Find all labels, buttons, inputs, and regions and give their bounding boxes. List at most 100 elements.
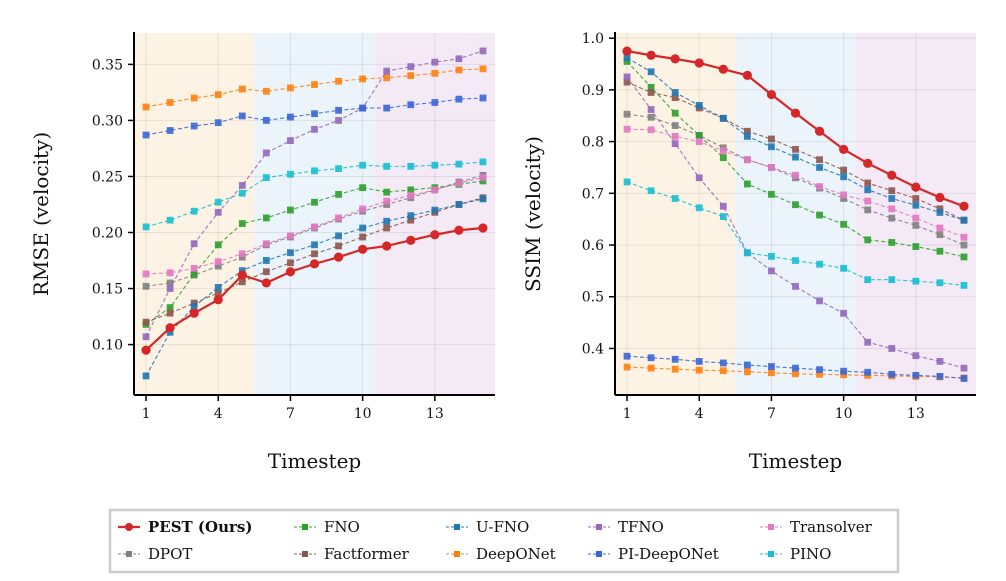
point-factformer <box>743 127 751 135</box>
point-u-fno <box>912 201 920 209</box>
legend-label: PINO <box>790 545 831 563</box>
point-pest-ours <box>935 192 945 203</box>
point-pest-ours <box>478 223 488 233</box>
point-pino <box>238 189 246 197</box>
point-factformer <box>816 156 823 164</box>
point-pest-ours <box>333 252 344 262</box>
point-pino <box>479 158 487 166</box>
point-pest-ours <box>309 259 320 269</box>
point-pino <box>792 257 799 264</box>
point-transolver <box>671 133 679 140</box>
point-transolver <box>623 125 631 133</box>
point-transolver <box>647 126 655 134</box>
point-transolver <box>431 186 439 194</box>
point-factformer <box>671 94 679 102</box>
series-pi-deeponet <box>142 94 487 139</box>
legend-marker <box>454 524 460 530</box>
point-transolver <box>695 138 703 145</box>
y-tick-label: 0.35 <box>92 57 123 73</box>
point-dpot <box>888 214 896 222</box>
point-fno <box>166 304 174 311</box>
point-deeponet <box>262 87 270 95</box>
point-fno <box>335 190 342 198</box>
point-fno <box>936 247 944 255</box>
x-tick-label: 7 <box>286 406 295 422</box>
point-tfno <box>792 283 799 290</box>
point-pino <box>166 216 174 224</box>
point-deeponet <box>190 94 198 102</box>
point-pest-ours <box>358 244 368 254</box>
series-deeponet <box>142 65 487 111</box>
point-deeponet <box>407 72 415 79</box>
point-pino <box>743 249 751 257</box>
point-factformer <box>792 145 799 153</box>
point-transolver <box>455 179 463 187</box>
point-pino <box>695 204 703 212</box>
point-fno <box>407 186 415 194</box>
series-line-pi-deeponet <box>626 355 965 379</box>
point-pi-deeponet <box>936 372 944 380</box>
point-u-fno <box>623 54 631 62</box>
point-dpot <box>647 113 655 121</box>
point-fno <box>719 154 727 162</box>
point-pest-ours <box>742 70 752 81</box>
point-tfno <box>816 297 823 305</box>
point-tfno <box>888 345 896 352</box>
point-pino <box>455 160 463 168</box>
point-fno <box>262 214 270 222</box>
y-tick-label: 1.0 <box>582 31 604 47</box>
y-tick-label: 0.4 <box>582 341 604 357</box>
point-transolver <box>743 156 751 164</box>
point-factformer <box>287 259 294 267</box>
point-factformer <box>936 205 944 213</box>
legend-label: PEST (Ours) <box>148 518 252 536</box>
point-tfno <box>287 137 294 144</box>
point-pest-ours <box>141 345 151 355</box>
point-u-fno <box>287 249 294 257</box>
point-pi-deeponet <box>166 127 174 134</box>
point-u-fno <box>383 217 391 225</box>
point-fno <box>840 220 848 228</box>
point-factformer <box>335 242 342 250</box>
point-u-fno <box>888 195 896 202</box>
series-transolver <box>623 125 968 241</box>
point-pest-ours <box>959 201 969 211</box>
point-pi-deeponet <box>719 359 727 367</box>
point-tfno <box>864 338 872 346</box>
legend-marker <box>126 551 132 557</box>
legend-marker <box>125 523 133 531</box>
legend-entry-factformer: Factformer <box>294 545 410 563</box>
point-pino <box>719 213 727 220</box>
point-deeponet <box>840 371 848 379</box>
point-factformer <box>888 187 896 195</box>
point-u-fno <box>311 241 318 249</box>
point-u-fno <box>214 284 222 291</box>
point-pi-deeponet <box>455 95 463 103</box>
point-factformer <box>311 250 318 258</box>
x-tick-label: 4 <box>214 406 223 422</box>
x-tick-label: 10 <box>354 406 372 422</box>
point-deeponet <box>431 69 439 77</box>
point-pi-deeponet <box>792 364 799 372</box>
point-tfno <box>960 364 968 372</box>
point-pino <box>262 174 270 181</box>
point-pi-deeponet <box>743 361 751 369</box>
point-deeponet <box>359 75 367 83</box>
point-tfno <box>262 149 270 157</box>
point-deeponet <box>816 370 823 378</box>
legend-marker <box>302 551 308 557</box>
y-axis-label: RMSE (velocity) <box>29 132 53 296</box>
point-pi-deeponet <box>431 99 439 106</box>
point-factformer <box>166 309 174 317</box>
point-u-fno <box>792 153 799 161</box>
point-pi-deeponet <box>479 94 487 102</box>
legend-label: PI-DeepONet <box>618 545 719 563</box>
legend-label: DPOT <box>148 545 192 563</box>
point-tfno <box>238 182 246 189</box>
point-pest-ours <box>406 235 416 245</box>
point-tfno <box>768 267 775 275</box>
point-u-fno <box>647 68 655 76</box>
point-pino <box>311 167 318 175</box>
point-pi-deeponet <box>383 104 391 112</box>
